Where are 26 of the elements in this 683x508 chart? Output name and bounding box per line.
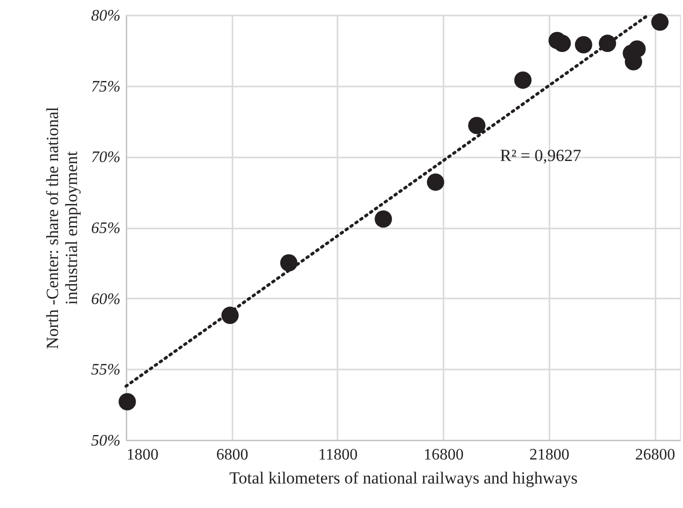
x-tick-label: 26800 [635,446,676,464]
point [514,72,532,89]
point [651,13,669,31]
y-axis-title: North -Center: share of the national industrial employment [43,106,82,350]
y-tick-label: 65% [91,220,120,237]
point [628,40,646,58]
y-tick-label: 55% [91,362,120,379]
x-tick-label: 6800 [216,446,248,464]
point [374,210,392,228]
point [280,254,298,272]
point [554,34,571,52]
x-tick-label: 1800 [126,446,158,464]
x-axis-title: Total kilometers of national railways and highways [229,468,578,488]
x-tick-label: 21800 [529,446,570,464]
y-tick-label: 80% [91,8,120,24]
y-tick-label: 60% [91,290,120,308]
y-tick-label: 75% [91,78,120,96]
point [426,174,444,191]
point [574,36,592,54]
annotation: R² = 0,9627 [500,146,582,165]
x-tick-label: 16800 [424,446,464,464]
point [468,116,486,134]
y-tick-label: 50% [91,432,120,450]
point [118,393,136,410]
y-tick-label: 70% [91,149,120,166]
x-tick-label: 11800 [318,446,358,464]
